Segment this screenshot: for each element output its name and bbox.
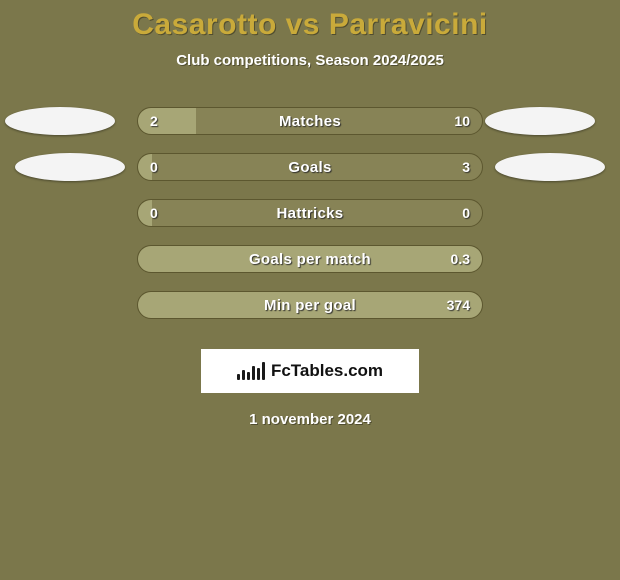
stats-chart: 210Matches 03Goals 00Hattricks 0.3Goals per…: [0, 107, 620, 337]
stat-label: Matches: [138, 108, 482, 134]
player-left-flag: [5, 107, 115, 135]
brand-box[interactable]: FcTables.com: [201, 349, 419, 393]
player-right-flag: [495, 153, 605, 181]
brand-label: FcTables.com: [271, 361, 383, 381]
infographic-root: Casarotto vs Parravicini Club competitio…: [0, 0, 620, 580]
stat-label: Hattricks: [138, 200, 482, 226]
stat-bars: 210Matches 03Goals 00Hattricks 0.3Goals per…: [137, 107, 483, 319]
page-title: Casarotto vs Parravicini: [132, 8, 488, 42]
subtitle: Club competitions, Season 2024/2025: [176, 52, 444, 69]
stat-bar: 00Hattricks: [137, 199, 483, 227]
bar-chart-icon: [237, 362, 265, 380]
player-left-flag: [15, 153, 125, 181]
stat-label: Min per goal: [138, 292, 482, 318]
stat-label: Goals: [138, 154, 482, 180]
player-right-flag: [485, 107, 595, 135]
stat-label: Goals per match: [138, 246, 482, 272]
stat-bar: 374Min per goal: [137, 291, 483, 319]
footer-date: 1 november 2024: [249, 411, 371, 428]
stat-bar: 03Goals: [137, 153, 483, 181]
stat-bar: 210Matches: [137, 107, 483, 135]
stat-bar: 0.3Goals per match: [137, 245, 483, 273]
